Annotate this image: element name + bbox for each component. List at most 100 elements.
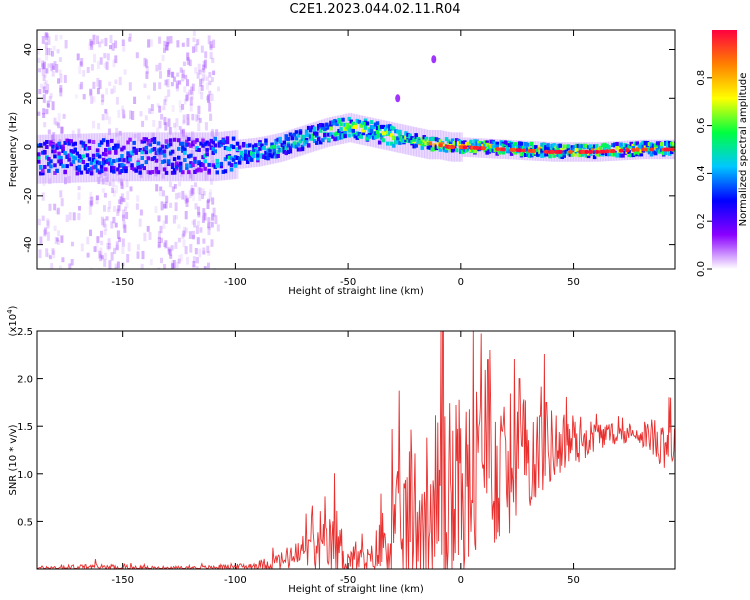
- noise-cell: [190, 86, 194, 95]
- ridge-cell: [108, 157, 112, 162]
- ridge-cell: [448, 148, 453, 153]
- ridge-cell: [603, 147, 607, 152]
- ridge-cell: [256, 156, 260, 161]
- noise-cell: [186, 114, 190, 120]
- ridge-cell: [396, 129, 400, 134]
- ridge-cell: [540, 148, 544, 153]
- haze-cell: [180, 132, 185, 182]
- noise-cell: [167, 246, 171, 252]
- ridge-peak-cell: [568, 149, 574, 154]
- noise-cell: [152, 120, 156, 127]
- ridge-cell: [225, 136, 230, 141]
- noise-cell: [100, 240, 104, 246]
- ridge-cell: [562, 151, 566, 156]
- noise-cell: [99, 251, 103, 258]
- noise-cell: [164, 215, 168, 224]
- noise-cell: [104, 223, 108, 232]
- ridge-peak-cell: [531, 149, 537, 153]
- noise-cell: [47, 36, 51, 45]
- haze-cell: [158, 132, 163, 182]
- ridge-cell: [99, 169, 104, 174]
- noise-cell: [198, 69, 202, 75]
- ridge-peak-cell: [618, 148, 624, 153]
- ridge-cell: [459, 140, 463, 144]
- ridge-cell: [532, 152, 536, 156]
- noise-cell: [116, 170, 120, 176]
- ridge-cell: [146, 170, 151, 175]
- noise-cell: [183, 86, 187, 93]
- ridge-cell: [170, 170, 175, 175]
- ridge-cell: [373, 135, 378, 140]
- ridge-cell: [237, 160, 242, 165]
- ridge-cell: [239, 154, 244, 158]
- noise-cell: [92, 120, 95, 129]
- ridge-cell: [144, 137, 148, 142]
- ridge-cell: [67, 139, 71, 144]
- ridge-cell: [101, 151, 106, 156]
- noise-cell: [122, 214, 125, 222]
- haze-cell: [312, 121, 317, 152]
- noise-cell: [136, 251, 140, 259]
- ridge-cell: [418, 139, 422, 144]
- ridge-cell: [258, 142, 262, 146]
- noise-cell: [128, 159, 132, 168]
- ridge-cell: [564, 144, 568, 149]
- noise-cell: [184, 211, 188, 220]
- ridge-cell: [211, 140, 215, 145]
- noise-cell: [186, 92, 190, 101]
- ridge-cell: [128, 153, 132, 158]
- noise-cell: [74, 94, 78, 99]
- noise-cell: [119, 196, 123, 205]
- ridge-cell: [181, 148, 185, 153]
- noise-cell: [160, 257, 163, 264]
- noise-cell: [181, 104, 185, 110]
- ridge-cell: [195, 146, 199, 150]
- noise-cell: [46, 218, 50, 226]
- ridge-cell: [578, 144, 583, 149]
- ridge-cell: [213, 143, 217, 148]
- ridge-cell: [592, 155, 597, 160]
- ridge-cell: [406, 132, 410, 137]
- ridge-cell: [195, 138, 199, 143]
- noise-cell: [58, 69, 62, 75]
- ridge-cell: [455, 142, 459, 146]
- ridge-cell: [538, 149, 542, 154]
- ridge-cell: [639, 152, 644, 157]
- noise-cell: [53, 203, 57, 211]
- ridge-cell: [302, 141, 307, 146]
- noise-cell: [176, 72, 180, 77]
- ridge-cell: [576, 143, 581, 148]
- ridge-cell: [432, 143, 437, 148]
- ridge-cell: [475, 141, 479, 146]
- noise-cell: [181, 233, 185, 239]
- ridge-cell: [108, 150, 112, 155]
- ridge-cell: [39, 143, 43, 148]
- noise-cell: [45, 90, 49, 95]
- ridge-cell: [317, 126, 321, 131]
- noise-cell: [191, 83, 195, 92]
- noise-cell: [143, 83, 147, 89]
- noise-cell: [59, 190, 63, 198]
- ridge-cell: [390, 133, 394, 138]
- noise-cell: [186, 79, 189, 87]
- noise-cell: [184, 227, 188, 234]
- noise-cell: [52, 65, 56, 70]
- noise-cell: [109, 35, 113, 44]
- noise-cell: [201, 194, 205, 200]
- ridge-cell: [124, 169, 128, 174]
- noise-cell: [56, 49, 60, 54]
- ridge-cell: [215, 163, 219, 168]
- noise-cell: [92, 40, 96, 45]
- ridge-cell: [55, 145, 59, 150]
- ridge-cell: [266, 148, 270, 153]
- ridge-cell: [446, 139, 451, 144]
- ridge-cell: [386, 130, 390, 135]
- ridge-cell: [548, 154, 552, 159]
- noise-cell: [160, 201, 164, 211]
- noise-cell: [90, 96, 94, 104]
- noise-cell: [44, 32, 48, 41]
- ridge-cell: [108, 147, 112, 152]
- haze-cell: [183, 132, 188, 182]
- noise-cell: [47, 140, 51, 146]
- noise-cell: [177, 237, 181, 243]
